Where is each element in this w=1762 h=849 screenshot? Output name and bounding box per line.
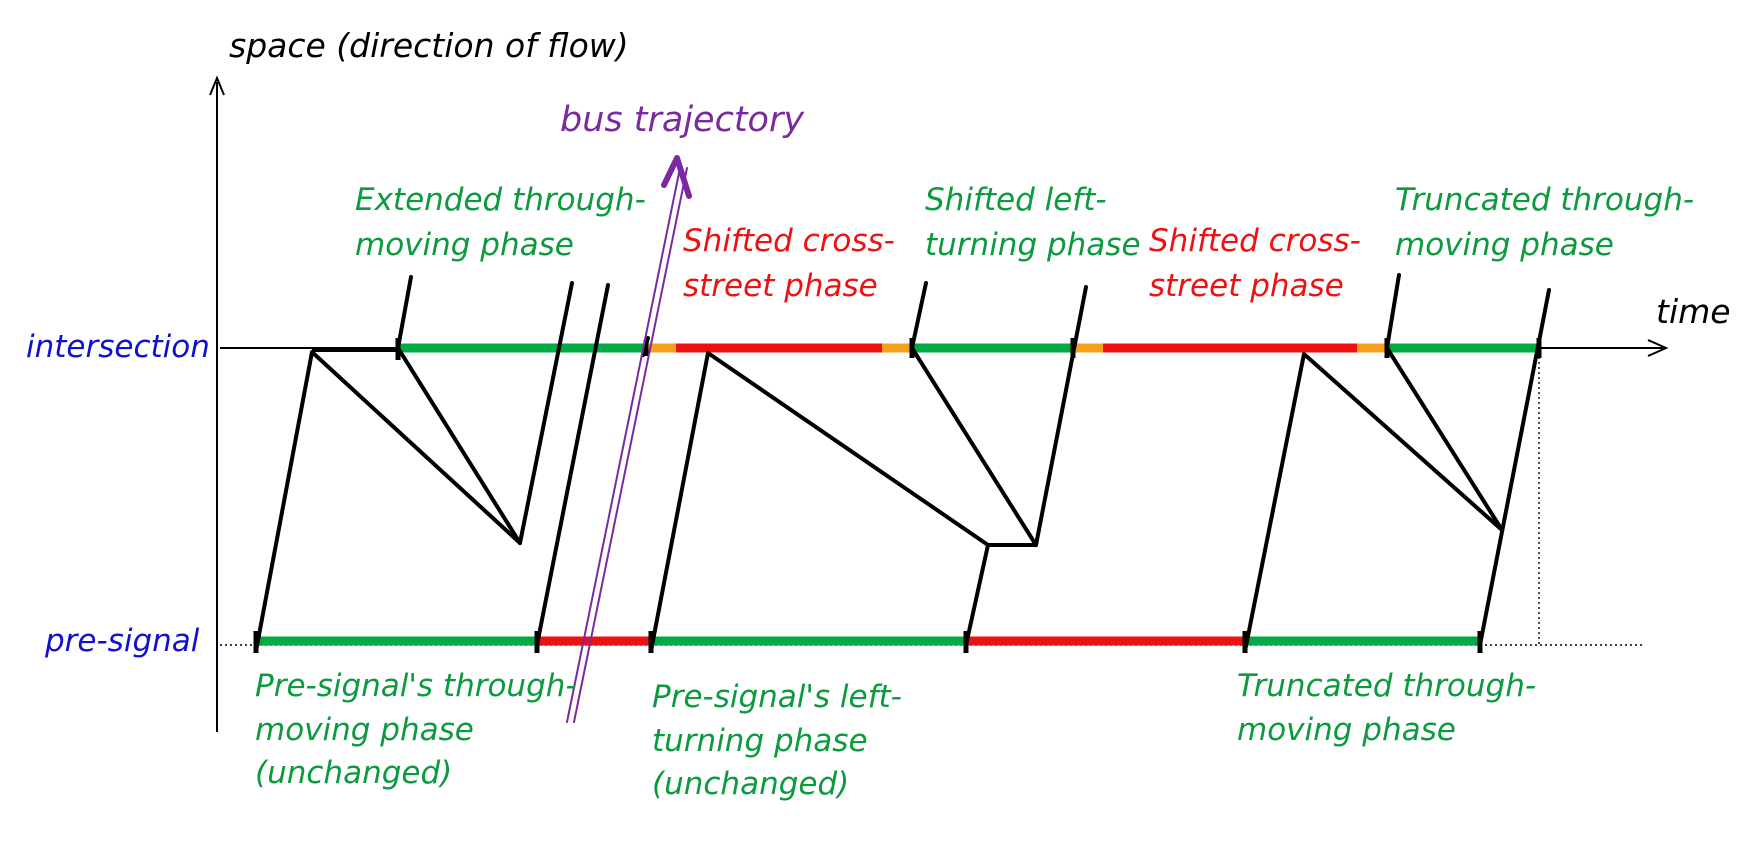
label-line: Truncated through-: [1237, 668, 1537, 704]
label-line: Pre-signal's through-: [255, 668, 577, 704]
phase-boundary-ticks: [253, 338, 1542, 653]
label-line: turning phase: [652, 722, 868, 759]
bus-trajectory: [566, 155, 692, 723]
trajectory-7: [649, 351, 1038, 653]
label-line: street phase: [1149, 267, 1344, 304]
trajectory-8: [910, 285, 1088, 547]
trajectory-5: [535, 283, 610, 647]
label-line: Extended through-: [355, 182, 646, 218]
label-line: Shifted cross-: [683, 223, 895, 259]
label-line: moving phase: [1237, 711, 1456, 748]
label-line: moving phase: [255, 711, 474, 748]
space-axis-arrowhead: [209, 75, 225, 96]
time-axis-title: time: [1656, 292, 1731, 331]
bus-trajectory-rail-left: [566, 167, 681, 723]
trajectory-9: [910, 281, 928, 350]
trajectory-10: [964, 543, 990, 647]
time-axis-arrowhead: [1647, 339, 1669, 357]
label-line: turning phase: [925, 226, 1141, 263]
truncated-through-phase-label-top: Truncated through- moving phase: [1395, 183, 1694, 262]
presignal-left-turning-phase-label: Pre-signal's left- turning phase (unchan…: [652, 680, 902, 802]
trajectory-14: [1385, 273, 1401, 350]
trajectory-4: [396, 275, 413, 350]
label-line: Shifted cross-: [1149, 223, 1361, 259]
shifted-cross-street-phase-label-1: Shifted cross- street phase: [683, 224, 895, 303]
intersection-row-label: intersection: [26, 329, 210, 365]
label-line: (unchanged): [652, 766, 850, 803]
trajectory-12: [1385, 346, 1504, 532]
bus-trajectory-label: bus trajectory: [560, 100, 805, 140]
label-line: street phase: [683, 267, 878, 304]
presignal-row-label: pre-signal: [45, 623, 200, 659]
trajectory-2: [396, 346, 522, 545]
label-line: Truncated through-: [1395, 182, 1695, 218]
label-line: moving phase: [355, 226, 574, 263]
bus-trajectory-arrowhead: [661, 155, 692, 199]
extended-through-phase-label: Extended through- moving phase: [355, 183, 646, 262]
truncated-through-phase-label-bottom: Truncated through- moving phase: [1237, 669, 1536, 747]
label-line: moving phase: [1395, 226, 1614, 263]
presignal-through-phase-label: Pre-signal's through- moving phase (unch…: [255, 669, 577, 791]
label-line: (unchanged): [255, 755, 453, 792]
bus-trajectory-rail-right: [573, 167, 688, 723]
shifted-left-turning-phase-label: Shifted left- turning phase: [925, 183, 1141, 262]
label-line: Shifted left-: [925, 182, 1107, 218]
trajectory-11: [1243, 352, 1504, 653]
trajectory-1: [254, 350, 522, 653]
label-line: Pre-signal's left-: [652, 679, 902, 715]
vehicle-trajectories: [254, 273, 1551, 653]
trajectory-3: [518, 281, 574, 545]
space-axis-title: space (direction of flow): [229, 26, 629, 65]
shifted-cross-street-phase-label-2: Shifted cross- street phase: [1149, 224, 1361, 303]
